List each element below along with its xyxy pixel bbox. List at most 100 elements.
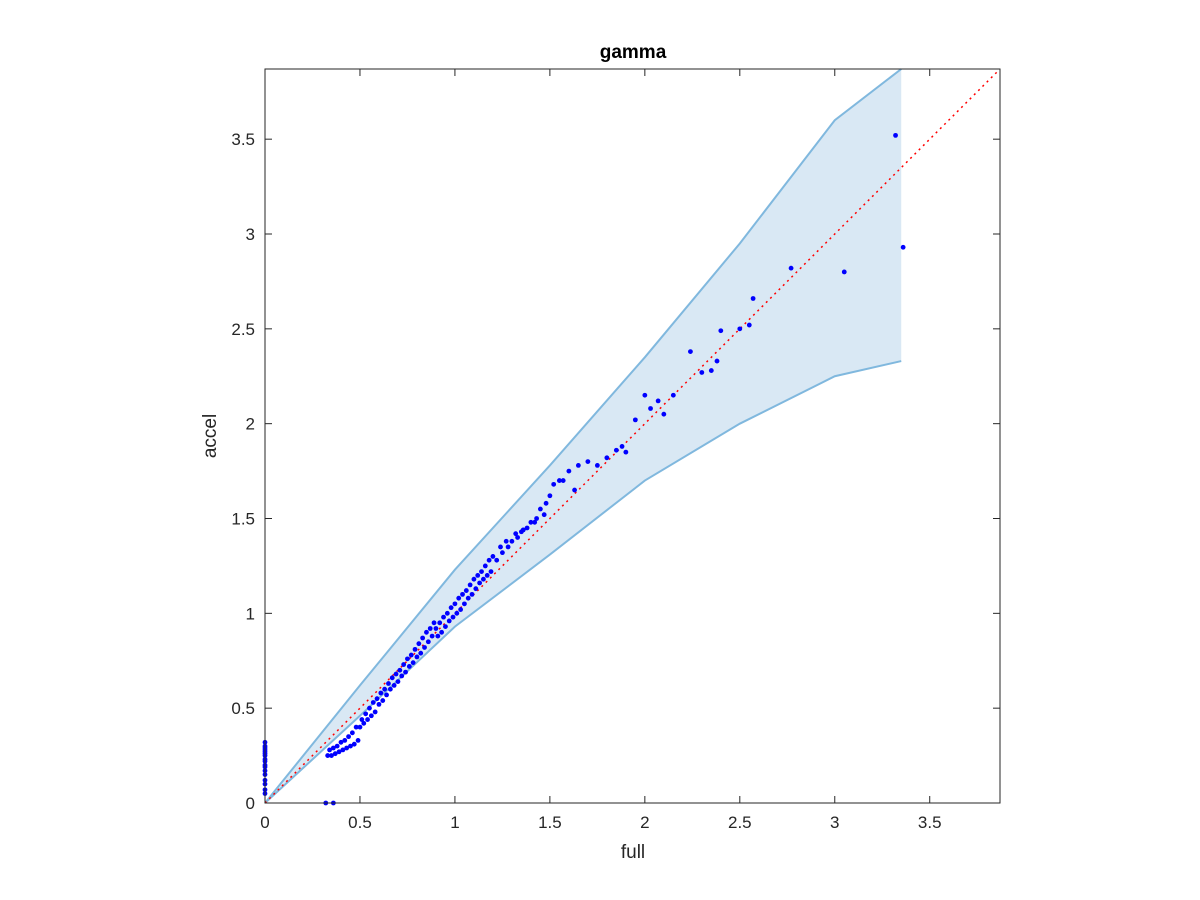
data-point xyxy=(382,686,388,692)
data-point xyxy=(454,610,460,616)
data-point xyxy=(572,487,577,493)
y-tick-label: 0.5 xyxy=(231,699,255,718)
data-point xyxy=(575,462,581,468)
data-point xyxy=(463,588,469,593)
data-point xyxy=(431,620,437,626)
data-point xyxy=(460,591,465,597)
data-point xyxy=(334,743,340,749)
data-point xyxy=(632,417,638,423)
data-point xyxy=(465,595,471,601)
data-point xyxy=(566,468,572,474)
data-point xyxy=(349,730,355,736)
data-point xyxy=(351,741,357,747)
data-point xyxy=(374,696,380,702)
data-point xyxy=(714,358,720,364)
data-point xyxy=(490,554,496,559)
data-point xyxy=(363,711,369,717)
data-point xyxy=(893,132,898,138)
y-tick-label: 1 xyxy=(246,604,255,623)
data-point xyxy=(505,544,511,550)
confidence-band xyxy=(264,68,902,804)
data-point xyxy=(469,591,475,597)
y-tick-label: 2.5 xyxy=(231,320,255,339)
data-point xyxy=(361,720,367,726)
data-point xyxy=(556,478,562,483)
data-point xyxy=(524,525,530,531)
data-point xyxy=(456,595,462,601)
data-point xyxy=(613,447,619,453)
data-point xyxy=(367,705,372,711)
data-point xyxy=(486,557,492,563)
data-point xyxy=(841,269,847,275)
data-point xyxy=(443,624,448,630)
data-point xyxy=(688,349,693,354)
data-point xyxy=(670,392,676,398)
data-point xyxy=(515,535,520,540)
data-point xyxy=(418,650,424,656)
x-tick-label: 3 xyxy=(830,813,839,832)
data-point xyxy=(355,738,361,743)
data-point xyxy=(395,679,401,685)
x-tick-label: 0 xyxy=(260,813,269,832)
data-point xyxy=(604,455,610,461)
chart-title: gamma xyxy=(600,42,667,63)
x-tick-label: 0.5 xyxy=(348,813,372,832)
data-point xyxy=(386,681,391,686)
data-point xyxy=(327,747,332,753)
data-point xyxy=(336,749,342,755)
data-point xyxy=(342,738,348,743)
data-point xyxy=(435,633,441,639)
identity-line xyxy=(264,68,1001,804)
data-point xyxy=(500,550,505,556)
data-point xyxy=(648,406,653,411)
y-tick-label: 2 xyxy=(246,415,255,434)
data-point xyxy=(547,493,553,499)
data-point xyxy=(325,753,331,758)
data-point xyxy=(503,538,509,544)
data-point xyxy=(551,481,557,487)
band-upper-edge xyxy=(264,68,902,804)
data-point xyxy=(372,709,378,715)
data-point xyxy=(718,328,724,334)
data-point xyxy=(359,717,365,722)
data-point xyxy=(338,739,344,745)
data-point xyxy=(389,675,395,681)
data-point xyxy=(357,724,363,730)
data-point xyxy=(353,724,359,730)
data-point xyxy=(330,745,336,751)
data-point xyxy=(403,669,408,675)
data-point xyxy=(532,519,538,525)
data-point xyxy=(528,519,534,525)
data-point xyxy=(412,646,418,652)
y-tick-label: 3.5 xyxy=(231,130,255,149)
data-point xyxy=(488,569,494,575)
data-point xyxy=(397,667,403,673)
x-axis-label: full xyxy=(621,842,645,863)
data-point xyxy=(494,557,500,563)
data-point xyxy=(737,326,743,332)
reference-line xyxy=(264,68,1001,804)
data-point xyxy=(448,605,454,611)
data-point xyxy=(391,683,397,688)
data-point xyxy=(450,614,456,620)
data-point xyxy=(541,512,547,518)
data-point xyxy=(384,692,389,698)
data-point xyxy=(378,690,384,696)
data-point xyxy=(471,576,477,582)
data-point xyxy=(708,368,714,373)
data-point xyxy=(439,629,445,635)
x-tick-label: 1.5 xyxy=(538,813,562,832)
data-point xyxy=(699,370,705,375)
data-point xyxy=(498,544,503,550)
data-point xyxy=(401,662,407,667)
data-point xyxy=(422,645,427,650)
data-point xyxy=(467,582,473,588)
data-point xyxy=(473,586,479,592)
data-point xyxy=(623,449,629,455)
data-point xyxy=(405,656,410,662)
data-point xyxy=(585,459,591,465)
data-point xyxy=(475,573,481,578)
x-tick-label: 1 xyxy=(450,813,459,832)
data-point xyxy=(348,743,353,749)
data-point xyxy=(429,633,435,639)
